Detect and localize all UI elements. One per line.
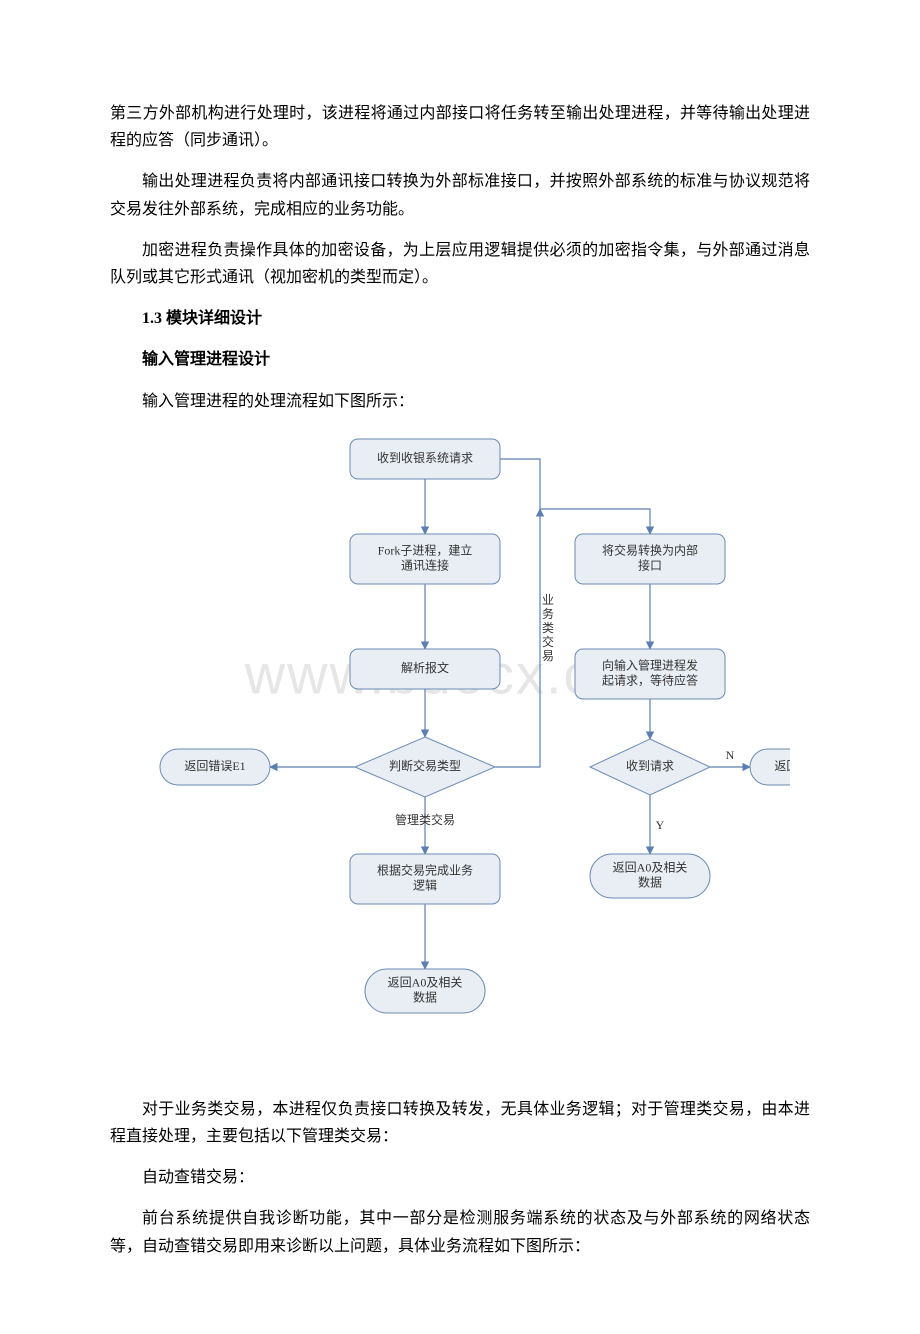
svg-text:起请求，等待应答: 起请求，等待应答 [602, 672, 698, 687]
svg-text:返回A0及相关: 返回A0及相关 [388, 975, 463, 989]
document-page: 第三方外部机构进行处理时，该进程将通过内部接口将任务转至输出处理进程，并等待输出… [0, 0, 920, 1334]
svg-text:根据交易完成业务: 根据交易完成业务 [377, 862, 473, 877]
svg-text:判断交易类型: 判断交易类型 [389, 757, 461, 772]
svg-text:通讯连接: 通讯连接 [401, 557, 449, 572]
svg-text:解析报文: 解析报文 [401, 659, 449, 674]
svg-text:返回错误E1: 返回错误E1 [184, 758, 245, 772]
svg-text:类: 类 [542, 620, 554, 634]
svg-text:返回错误E0: 返回错误E0 [774, 758, 790, 772]
paragraph: 自动查错交易： [110, 1164, 810, 1191]
paragraph: 对于业务类交易，本进程仅负责接口转换及转发，无具体业务逻辑；对于管理类交易，由本… [110, 1096, 810, 1150]
heading-number: 1.3 [142, 310, 166, 327]
svg-text:业: 业 [542, 592, 554, 606]
svg-text:管理类交易: 管理类交易 [395, 812, 455, 827]
paragraph: 前台系统提供自我诊断功能，其中一部分是检测服务端系统的状态及与外部系统的网络状态… [110, 1205, 810, 1259]
svg-text:数据: 数据 [638, 874, 662, 889]
subsection-heading: 输入管理进程设计 [110, 346, 810, 373]
svg-text:将交易转换为内部: 将交易转换为内部 [602, 542, 698, 557]
paragraph: 输入管理进程的处理流程如下图所示： [110, 388, 810, 415]
svg-text:Fork子进程，建立: Fork子进程，建立 [378, 542, 473, 557]
svg-text:逻辑: 逻辑 [413, 878, 437, 892]
flowchart-container: 管理类交易 Y N 业务类交易 收到收银系统请求 Fork子进程，建立通讯连接解析报文判断… [110, 429, 810, 1078]
svg-text:收到请求: 收到请求 [626, 758, 674, 772]
svg-text:向输入管理进程发: 向输入管理进程发 [602, 657, 698, 672]
paragraph: 第三方外部机构进行处理时，该进程将通过内部接口将任务转至输出处理进程，并等待输出… [110, 100, 810, 154]
paragraph: 输出处理进程负责将内部通讯接口转换为外部标准接口，并按照外部系统的标准与协议规范… [110, 168, 810, 222]
svg-text:易: 易 [542, 648, 554, 662]
paragraph: 加密进程负责操作具体的加密设备，为上层应用逻辑提供必须的加密指令集，与外部通过消… [110, 237, 810, 291]
flowchart-diagram: 管理类交易 Y N 业务类交易 收到收银系统请求 Fork子进程，建立通讯连接解析报文判断… [130, 429, 790, 1069]
svg-text:Y: Y [656, 818, 665, 832]
svg-text:接口: 接口 [638, 557, 662, 572]
svg-text:返回A0及相关: 返回A0及相关 [613, 860, 688, 874]
section-heading: 1.3 模块详细设计 [110, 305, 810, 332]
heading-text: 模块详细设计 [166, 310, 262, 327]
svg-text:N: N [726, 748, 735, 762]
svg-text:交: 交 [542, 633, 554, 648]
svg-text:务: 务 [542, 605, 554, 620]
svg-text:收到收银系统请求: 收到收银系统请求 [377, 450, 473, 464]
svg-text:数据: 数据 [413, 989, 437, 1004]
